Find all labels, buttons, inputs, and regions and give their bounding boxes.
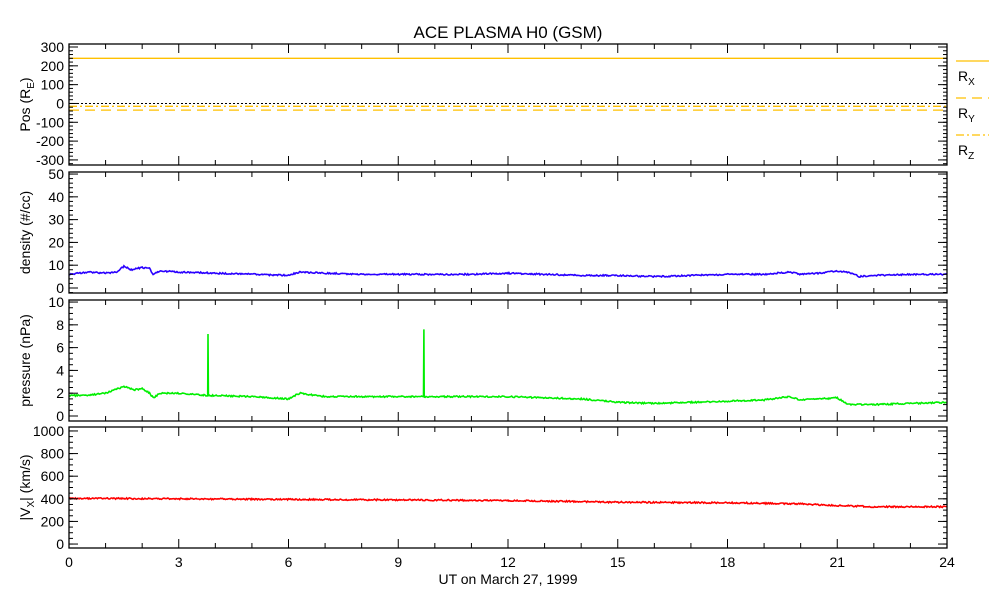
y-tick-label: 4 — [56, 362, 64, 378]
y-axis-label-subscript: X — [26, 501, 37, 508]
y-tick-label: 300 — [41, 39, 65, 55]
series-line-velocity — [68, 496, 948, 509]
chart-title: ACE PLASMA H0 (GSM) — [414, 23, 603, 42]
x-tick-label: 15 — [610, 554, 626, 570]
legend-label-text: R — [958, 105, 968, 121]
y-tick-label: 1000 — [33, 423, 64, 439]
series-line-density — [68, 264, 948, 279]
y-tick-label: 50 — [48, 166, 64, 182]
panel-frame — [68, 43, 948, 166]
y-tick-label: 200 — [41, 58, 65, 74]
y-tick-label: 200 — [41, 513, 65, 529]
y-tick-label: 20 — [48, 234, 64, 250]
x-tick-label: 18 — [720, 554, 736, 570]
y-tick-label: 30 — [48, 212, 64, 228]
x-tick-label: 0 — [65, 554, 73, 570]
y-axis-label-end: | (km/s) — [17, 454, 33, 500]
legend-label-subscript: Y — [968, 114, 975, 125]
legend-label-subscript: Z — [968, 151, 974, 162]
y-tick-label: 400 — [41, 491, 65, 507]
panel-pressure: 0 2 4 6 8 10 pressure (nPa) — [17, 294, 948, 424]
legend-label-z: RZ — [958, 142, 974, 162]
y-tick-label: 100 — [41, 77, 65, 93]
panel-velocity: 0 200 400 600 800 1000 |VX| (km/s) — [17, 423, 948, 552]
panel-frame — [68, 426, 948, 549]
y-tick-label: 0 — [56, 408, 64, 424]
x-tick-label: 3 — [175, 554, 183, 570]
panel-frame — [68, 299, 948, 422]
legend-label-subscript: X — [968, 77, 975, 88]
y-tick-label: 800 — [41, 446, 65, 462]
y-axis-label-end: ) — [17, 77, 33, 82]
x-tick-label: 12 — [500, 554, 516, 570]
legend-label-y: RY — [958, 105, 975, 125]
y-axis-label: pressure (nPa) — [17, 314, 33, 407]
y-tick-label: 0 — [56, 280, 64, 296]
legend-label-text: R — [958, 68, 968, 84]
y-axis-label-text: density (#/cc) — [17, 191, 33, 274]
y-axis-label: density (#/cc) — [17, 191, 33, 274]
y-axis-label: |VX| (km/s) — [17, 454, 37, 520]
y-tick-label: -300 — [36, 152, 64, 168]
y-axis-label-text: pressure (nPa) — [17, 314, 33, 407]
y-tick-label: 0 — [56, 95, 64, 111]
y-tick-label: -200 — [36, 133, 64, 149]
legend-label-text: R — [958, 142, 968, 158]
y-tick-label: 6 — [56, 340, 64, 356]
y-tick-label: 600 — [41, 468, 65, 484]
y-axis-label: Pos (RE) — [17, 77, 37, 131]
x-tick-label: 6 — [285, 554, 293, 570]
x-tick-label: 24 — [939, 554, 955, 570]
y-tick-label: 10 — [48, 257, 64, 273]
x-axis-label: UT on March 27, 1999 — [438, 571, 577, 587]
panel-density: 0 10 20 30 40 50 density (#/cc) — [17, 166, 948, 296]
y-tick-label: -100 — [36, 114, 64, 130]
legend-label-x: RX — [958, 68, 975, 88]
y-tick-label: 8 — [56, 317, 64, 333]
y-axis-label-text: |V — [17, 507, 33, 521]
y-axis-label-text: Pos (R — [17, 89, 33, 132]
y-axis-label-subscript: E — [26, 82, 37, 89]
y-tick-label: 2 — [56, 385, 64, 401]
y-tick-label: 40 — [48, 189, 64, 205]
series-line-pressure — [68, 329, 948, 407]
y-tick-label: 10 — [48, 294, 64, 310]
x-tick-label: 9 — [394, 554, 402, 570]
y-tick-label: 0 — [56, 536, 64, 552]
x-tick-label: 21 — [829, 554, 845, 570]
